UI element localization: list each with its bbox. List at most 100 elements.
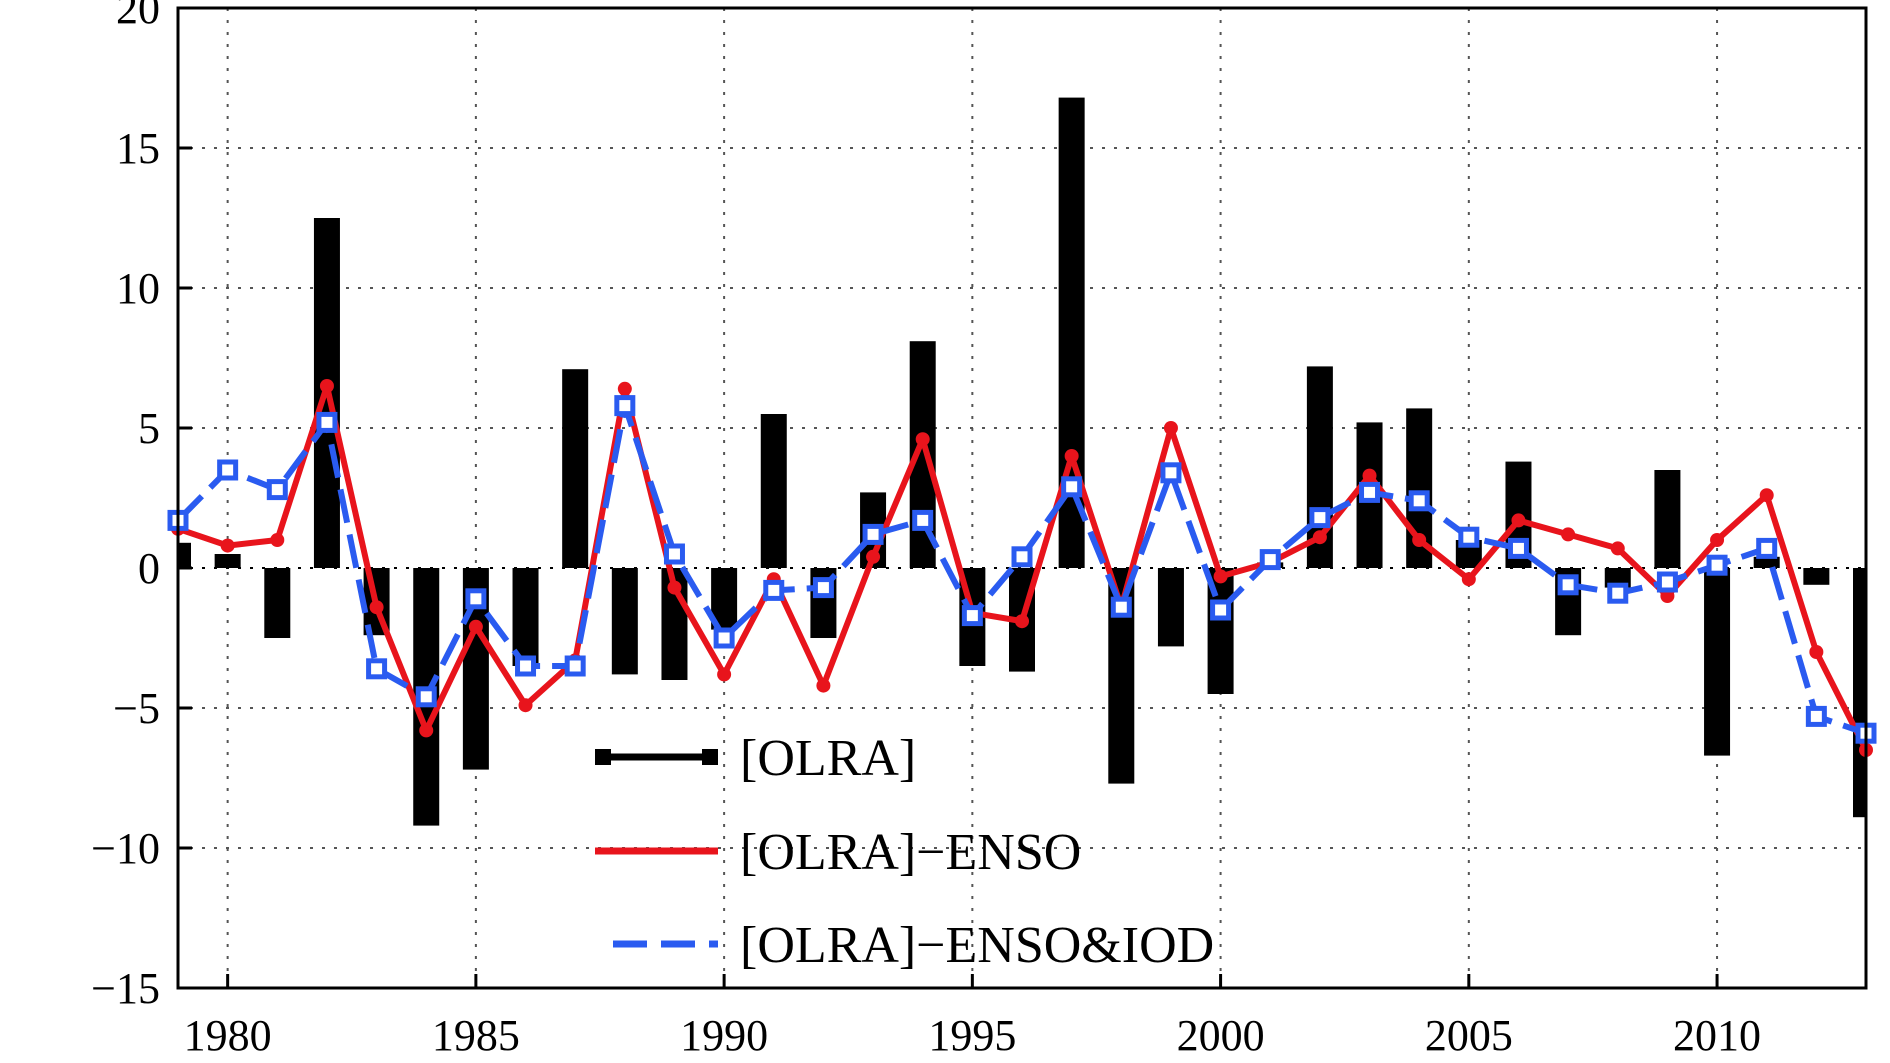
enso-iod-point bbox=[1061, 476, 1083, 498]
olra-bar bbox=[562, 369, 589, 568]
enso-iod-point bbox=[663, 543, 685, 565]
enso-point bbox=[1362, 468, 1377, 483]
enso-iod-point bbox=[1408, 490, 1430, 512]
x-tick-label: 1990 bbox=[680, 1011, 768, 1060]
enso-iod-point bbox=[1756, 537, 1778, 559]
enso-iod-point bbox=[912, 509, 934, 531]
y-tick-label: 10 bbox=[116, 264, 160, 313]
olra-bar bbox=[1853, 568, 1866, 818]
enso-iod-point bbox=[1557, 574, 1579, 596]
enso-point bbox=[816, 678, 831, 693]
x-tick-label: 1980 bbox=[184, 1011, 272, 1060]
enso-iod-point bbox=[1110, 596, 1132, 618]
legend-label: [OLRA] bbox=[740, 730, 916, 787]
enso-iod-point bbox=[812, 577, 834, 599]
enso-point bbox=[1213, 569, 1228, 584]
enso-iod-point bbox=[614, 395, 636, 417]
x-tick-label: 2000 bbox=[1177, 1011, 1265, 1060]
plot-frame bbox=[176, 6, 1868, 990]
enso-iod-point bbox=[1309, 507, 1331, 529]
olra-bars bbox=[178, 97, 1866, 826]
y-tick-label: −5 bbox=[113, 684, 160, 733]
enso-point bbox=[319, 379, 334, 393]
y-tick-label: 20 bbox=[116, 0, 160, 33]
enso-iod-point bbox=[1656, 571, 1678, 593]
enso-point bbox=[518, 698, 533, 713]
enso-iod-point bbox=[862, 523, 884, 545]
olra-bar bbox=[214, 554, 241, 568]
enso-iod-point bbox=[1011, 546, 1033, 568]
legend-marker-olra bbox=[595, 749, 611, 765]
enso-iod-series bbox=[167, 395, 1877, 744]
enso-iod-point bbox=[465, 588, 487, 610]
legend: [OLRA] [OLRA]−ENSO [OLRA]−ENSO&IOD bbox=[595, 730, 1214, 974]
enso-iod-point bbox=[564, 655, 586, 677]
olra-bar bbox=[1604, 568, 1631, 588]
olra-bar bbox=[1704, 568, 1731, 756]
x-tick-label: 1985 bbox=[432, 1011, 520, 1060]
olra-bar bbox=[611, 568, 638, 675]
enso-point bbox=[1759, 488, 1774, 503]
enso-iod-point bbox=[415, 686, 437, 708]
enso-point bbox=[1511, 513, 1526, 528]
enso-point bbox=[1163, 421, 1178, 435]
enso-point bbox=[270, 533, 285, 547]
enso-iod-point bbox=[316, 411, 338, 433]
x-tick-label: 2010 bbox=[1673, 1011, 1761, 1060]
enso-point bbox=[220, 538, 235, 553]
enso-iod-point bbox=[366, 658, 388, 680]
enso-iod-point bbox=[1359, 481, 1381, 503]
enso-iod-point bbox=[1607, 582, 1629, 604]
legend-label: [OLRA]−ENSO bbox=[740, 824, 1081, 881]
enso-iod-point bbox=[1160, 462, 1182, 484]
enso-point bbox=[717, 667, 732, 682]
x-tick-label: 1995 bbox=[928, 1011, 1016, 1060]
x-axis-ticks: 1980 1985 1990 1995 2000 2005 2010 bbox=[184, 974, 1761, 1060]
enso-iod-point bbox=[763, 579, 785, 601]
y-tick-label: −15 bbox=[91, 964, 160, 1013]
y-tick-label: 5 bbox=[138, 404, 160, 453]
olra-bar bbox=[1654, 470, 1681, 568]
enso-point bbox=[667, 580, 682, 595]
enso-point bbox=[915, 432, 930, 447]
enso-point bbox=[419, 723, 434, 738]
y-tick-label: −10 bbox=[91, 824, 160, 873]
olra-bar bbox=[178, 542, 191, 568]
legend-label: [OLRA]−ENSO&IOD bbox=[740, 917, 1214, 974]
enso-point bbox=[617, 381, 632, 396]
enso-iod-point bbox=[217, 459, 239, 481]
enso-point bbox=[1064, 449, 1079, 463]
olra-bar bbox=[1803, 568, 1830, 585]
y-tick-label: 0 bbox=[138, 544, 160, 593]
enso-point bbox=[468, 619, 483, 634]
enso-point bbox=[369, 600, 384, 615]
enso-iod-point bbox=[1507, 537, 1529, 559]
enso-point bbox=[1710, 533, 1725, 547]
enso-point bbox=[1015, 614, 1029, 629]
enso-iod-point bbox=[515, 655, 537, 677]
olra-bar bbox=[1753, 556, 1780, 568]
enso-point bbox=[866, 549, 881, 564]
enso-series bbox=[171, 379, 1873, 757]
enso-point bbox=[1809, 645, 1824, 659]
enso-iod-point bbox=[1805, 705, 1827, 727]
y-tick-label: 15 bbox=[116, 124, 160, 173]
enso-iod-point bbox=[1210, 599, 1232, 621]
enso-point bbox=[1610, 541, 1625, 556]
enso-iod-point bbox=[1458, 526, 1480, 548]
enso-iod-point bbox=[266, 479, 288, 501]
enso-iod-point bbox=[961, 605, 983, 627]
olra-bar bbox=[760, 414, 787, 568]
olra-bar bbox=[264, 568, 291, 638]
y-axis-ticks: −15 −10 −5 0 5 10 15 20 bbox=[91, 0, 192, 1013]
enso-point bbox=[1461, 572, 1476, 587]
x-tick-label: 2005 bbox=[1425, 1011, 1513, 1060]
enso-point bbox=[1312, 530, 1327, 545]
enso-point bbox=[1561, 527, 1576, 542]
enso-iod-point bbox=[1259, 549, 1281, 571]
olra-bar bbox=[1157, 568, 1184, 647]
enso-point bbox=[1412, 533, 1427, 547]
enso-iod-point bbox=[713, 627, 735, 649]
